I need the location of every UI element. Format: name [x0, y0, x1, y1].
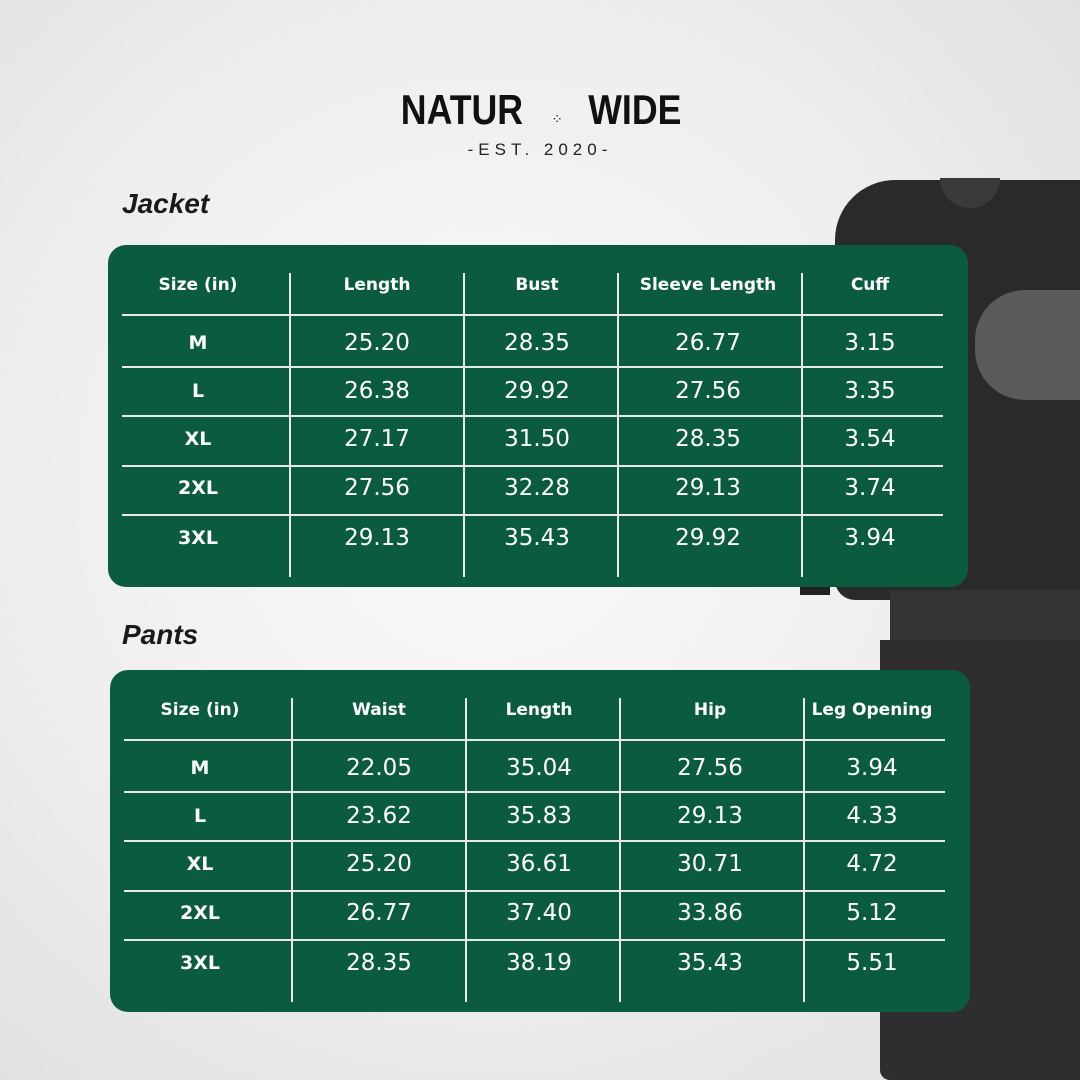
measurement-cell: 37.40: [506, 900, 572, 926]
column-header: Size (in): [160, 700, 240, 720]
measurement-cell: 33.86: [677, 900, 743, 926]
measurement-cell: 27.56: [677, 755, 743, 781]
measurement-cell: 27.56: [675, 378, 741, 404]
column-divider: [291, 698, 293, 1002]
size-cell: XL: [186, 853, 214, 875]
measurement-cell: 26.77: [346, 900, 412, 926]
row-divider: [122, 514, 943, 516]
row-divider: [122, 366, 943, 368]
measurement-cell: 29.13: [677, 803, 743, 829]
brand-tagline: -EST. 2020-: [467, 140, 613, 159]
column-header: Size (in): [158, 275, 238, 295]
measurement-cell: 27.56: [344, 475, 410, 501]
size-cell: 2XL: [178, 477, 218, 499]
column-divider: [289, 273, 291, 577]
measurement-cell: 22.05: [346, 755, 412, 781]
column-divider: [465, 698, 467, 1002]
pants-title: Pants: [122, 619, 199, 650]
measurement-cell: 36.61: [506, 851, 572, 877]
measurement-cell: 28.35: [346, 950, 412, 976]
measurement-cell: 3.94: [846, 755, 898, 781]
measurement-cell: 25.20: [344, 330, 410, 356]
size-cell: L: [191, 380, 205, 402]
measurement-cell: 28.35: [675, 426, 741, 452]
measurement-cell: 3.74: [844, 475, 896, 501]
size-cell: 3XL: [180, 952, 220, 974]
measurement-cell: 4.72: [846, 851, 898, 877]
measurement-cell: 31.50: [504, 426, 570, 452]
measurement-cell: 29.92: [504, 378, 570, 404]
measurement-cell: 29.13: [675, 475, 741, 501]
measurement-cell: 25.20: [346, 851, 412, 877]
measurement-cell: 27.17: [344, 426, 410, 452]
measurement-cell: 35.43: [677, 950, 743, 976]
row-divider: [124, 890, 945, 892]
brand-name-left: NATUR: [400, 86, 524, 133]
measurement-cell: 26.77: [675, 330, 741, 356]
column-header: Sleeve Length: [639, 275, 777, 295]
measurement-cell: 3.35: [844, 378, 896, 404]
row-divider: [124, 739, 945, 741]
measurement-cell: 26.38: [344, 378, 410, 404]
column-header: Hip: [693, 700, 727, 720]
measurement-cell: 4.33: [846, 803, 898, 829]
measurement-cell: 23.62: [346, 803, 412, 829]
column-header: Leg Opening: [811, 700, 933, 720]
measurement-cell: 35.83: [506, 803, 572, 829]
size-cell: 2XL: [180, 902, 220, 924]
row-divider: [122, 465, 943, 467]
measurement-cell: 5.12: [846, 900, 898, 926]
row-divider: [122, 415, 943, 417]
measurement-cell: 5.51: [846, 950, 898, 976]
measurement-cell: 28.35: [504, 330, 570, 356]
pants-size-table: Size (in) Waist Length Hip Leg Opening M 22.05…: [110, 670, 970, 1012]
column-divider: [801, 273, 803, 577]
measurement-cell: 35.04: [506, 755, 572, 781]
row-divider: [124, 840, 945, 842]
row-divider: [124, 791, 945, 793]
column-header: Length: [505, 700, 573, 720]
column-header: Length: [343, 275, 411, 295]
size-cell: L: [193, 805, 207, 827]
size-cell: XL: [184, 428, 212, 450]
column-divider: [463, 273, 465, 577]
measurement-cell: 3.15: [844, 330, 896, 356]
measurement-cell: 3.94: [844, 525, 896, 551]
column-header: Waist: [352, 700, 406, 720]
column-header: Bust: [515, 275, 559, 295]
measurement-cell: 35.43: [504, 525, 570, 551]
column-divider: [803, 698, 805, 1002]
footprints-icon: ⁘: [551, 111, 563, 128]
size-cell: M: [190, 757, 210, 779]
column-divider: [619, 698, 621, 1002]
measurement-cell: 29.92: [675, 525, 741, 551]
measurement-cell: 32.28: [504, 475, 570, 501]
column-divider: [617, 273, 619, 577]
column-header: Cuff: [850, 275, 890, 295]
jacket-title: Jacket: [122, 188, 210, 219]
jacket-size-table: Size (in) Length Bust Sleeve Length Cuff M 25.…: [108, 245, 968, 587]
measurement-cell: 29.13: [344, 525, 410, 551]
row-divider: [122, 314, 943, 316]
measurement-cell: 30.71: [677, 851, 743, 877]
size-cell: 3XL: [178, 527, 218, 549]
row-divider: [124, 939, 945, 941]
measurement-cell: 38.19: [506, 950, 572, 976]
size-cell: M: [188, 332, 208, 354]
brand-logo: NATUR ⁘ WIDE -EST. 2020-: [0, 86, 1080, 160]
brand-name-right: WIDE: [588, 86, 682, 133]
measurement-cell: 3.54: [844, 426, 896, 452]
